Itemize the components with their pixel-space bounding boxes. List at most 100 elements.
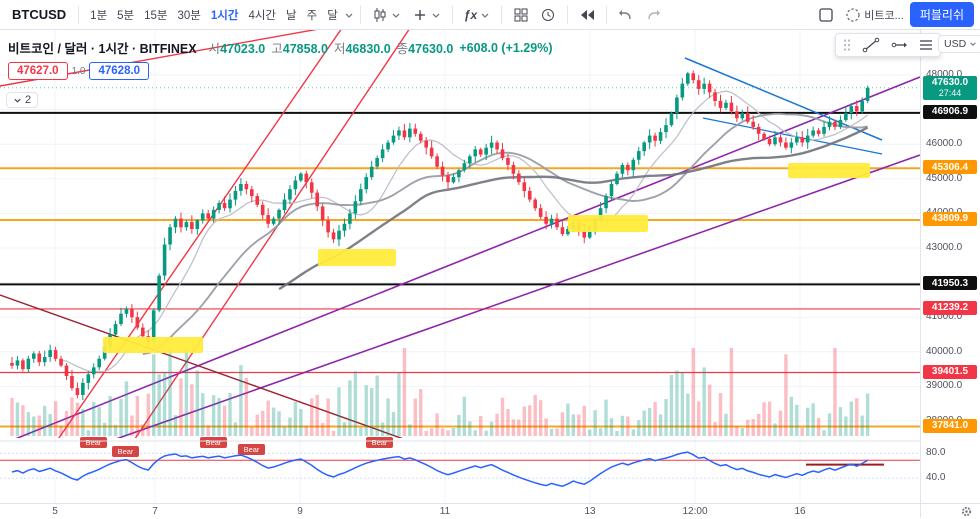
interval-button-30분[interactable]: 30분 <box>177 9 201 22</box>
gear-icon[interactable] <box>961 506 972 517</box>
chart-title[interactable]: 비트코인 / 달러 · 1시간 · BITFINEX <box>8 42 197 56</box>
saved-layout-button[interactable]: 비트코... <box>840 5 909 25</box>
publish-button[interactable]: 퍼블리쉬 <box>909 2 974 27</box>
chart-canvas[interactable]: Bear Bear Bear Bear Bear <box>0 0 920 518</box>
layout-name-label: 비트코... <box>864 9 904 22</box>
alert-clock-icon <box>542 8 555 21</box>
interval-button-5분[interactable]: 5분 <box>117 9 135 22</box>
chevron-down-icon[interactable] <box>344 10 354 20</box>
axis-corner <box>920 503 980 518</box>
chevron-down-icon <box>970 42 976 46</box>
indicator-scale-label: 40.0 <box>926 472 946 484</box>
interval-button-4시간[interactable]: 4시간 <box>248 9 277 22</box>
symbol-button[interactable]: BTCUSD <box>12 7 67 22</box>
menu-list-icon[interactable] <box>918 38 934 52</box>
interval-button-1시간[interactable]: 1시간 <box>210 9 239 22</box>
alert-button[interactable] <box>535 5 561 25</box>
svg-text:Bear: Bear <box>244 445 260 454</box>
dashed-circle-icon <box>846 8 860 21</box>
trend-line-tool-icon[interactable] <box>862 37 880 53</box>
floating-drawing-toolbar <box>835 33 941 57</box>
price-line-badge: 46906.9 <box>923 104 977 119</box>
toolbar-separator <box>606 5 608 24</box>
toolbar-separator <box>567 5 569 24</box>
price-line-badge: 41239.2 <box>923 300 977 315</box>
change-label: +608.0 (+1.29%) <box>459 40 553 55</box>
price-line-badge: 41950.3 <box>923 276 977 291</box>
toolbar-separator <box>78 5 80 24</box>
fx-icon: ƒx <box>463 7 478 22</box>
ohlc-label: 저 <box>333 42 346 56</box>
svg-text:Bear: Bear <box>372 438 388 447</box>
price-label: 48000.0 <box>926 69 963 80</box>
price-label: 39000.0 <box>926 380 963 392</box>
sell-button[interactable]: 47627.0 <box>8 62 68 80</box>
interval-button-날[interactable]: 날 <box>286 9 297 22</box>
toolbar-separator <box>501 5 503 24</box>
buy-button[interactable]: 47628.0 <box>89 62 150 80</box>
indicator-scale-label: 80.0 <box>926 447 946 459</box>
time-label: 11 <box>439 506 451 517</box>
chevron-down-icon <box>392 13 400 18</box>
layout-square-icon <box>819 7 833 22</box>
object-count-label: 2 <box>25 94 32 106</box>
spread-label: 1.0 <box>71 65 86 77</box>
time-label: 7 <box>152 506 158 517</box>
ohlc-value: 47858.0 <box>282 42 328 56</box>
price-line-badge: 39401.5 <box>923 364 977 379</box>
ohlc-value: 47023.0 <box>220 42 266 56</box>
ohlc-values: 시47023.0 고47858.0 저46830.0 종47630.0 <box>203 38 454 57</box>
ohlc-label: 시 <box>208 42 221 56</box>
currency-label: USD <box>944 38 967 50</box>
price-label: 41000.0 <box>926 311 963 323</box>
compare-button[interactable] <box>407 5 446 25</box>
interval-group: 1분 5분 15분 30분 1시간 4시간 날 주 달 <box>85 5 343 25</box>
chevron-down-icon <box>481 13 489 18</box>
replay-button[interactable] <box>574 6 600 24</box>
indicator-templates-button[interactable] <box>508 5 534 25</box>
candlestick-icon <box>374 7 386 22</box>
chevron-down-icon <box>14 98 21 103</box>
interval-button-달[interactable]: 달 <box>327 9 338 22</box>
undo-arrow-icon <box>619 9 631 19</box>
price-line-badge: 43809.9 <box>923 211 977 226</box>
interval-button-1분[interactable]: 1분 <box>90 9 108 22</box>
price-label: 46000.0 <box>926 138 963 150</box>
price-label: 40000.0 <box>926 345 963 357</box>
ohlc-value: 46830.0 <box>345 42 391 56</box>
chevron-down-icon <box>432 13 440 18</box>
drag-handle-icon[interactable] <box>842 38 852 52</box>
toolbar-separator <box>359 5 361 24</box>
ohlc-label: 종 <box>396 42 409 56</box>
time-label: 5 <box>52 506 58 517</box>
interval-button-15분[interactable]: 15분 <box>144 9 168 22</box>
price-line-badge: 45306.4 <box>923 160 977 175</box>
time-label: 12:00 <box>682 506 708 517</box>
top-toolbar: BTCUSD 1분 5분 15분 30분 1시간 4시간 날 주 달 ƒx <box>0 0 980 30</box>
price-axis[interactable]: 48000.046000.045000.044000.043000.041000… <box>920 30 980 518</box>
symbol-info-row: 비트코인 / 달러 · 1시간 · BITFINEX 시47023.0 고4785… <box>8 38 552 57</box>
price-line-badge: 37841.0 <box>923 418 977 433</box>
horizontal-ray-tool-icon[interactable] <box>890 37 908 53</box>
svg-text:Bear: Bear <box>86 438 102 447</box>
axis-currency-dropdown[interactable]: USD <box>938 35 980 53</box>
svg-text:Bear: Bear <box>206 438 222 447</box>
time-axis[interactable]: 5 7 9 11 13 12:00 16 <box>0 503 920 519</box>
redo-button[interactable] <box>640 6 666 24</box>
svg-text:Bear: Bear <box>118 447 134 456</box>
undo-button[interactable] <box>613 6 639 24</box>
toolbar-separator <box>451 5 453 24</box>
ohlc-label: 고 <box>271 42 283 56</box>
indicators-button[interactable]: ƒx <box>459 6 495 24</box>
price-label: 45000.0 <box>926 172 963 184</box>
interval-button-주[interactable]: 주 <box>306 9 318 22</box>
chart-style-button[interactable] <box>367 5 406 25</box>
ohlc-value: 47630.0 <box>408 42 454 56</box>
time-label: 16 <box>794 506 806 517</box>
compare-plus-icon <box>414 9 425 20</box>
object-tree-chip[interactable]: 2 <box>6 92 39 108</box>
time-label: 9 <box>297 506 303 517</box>
last-price-countdown-badge: 47630.0 27:44 <box>923 75 977 100</box>
layout-button[interactable] <box>813 5 839 25</box>
trade-panel: 47627.0 1.0 47628.0 <box>8 62 150 80</box>
